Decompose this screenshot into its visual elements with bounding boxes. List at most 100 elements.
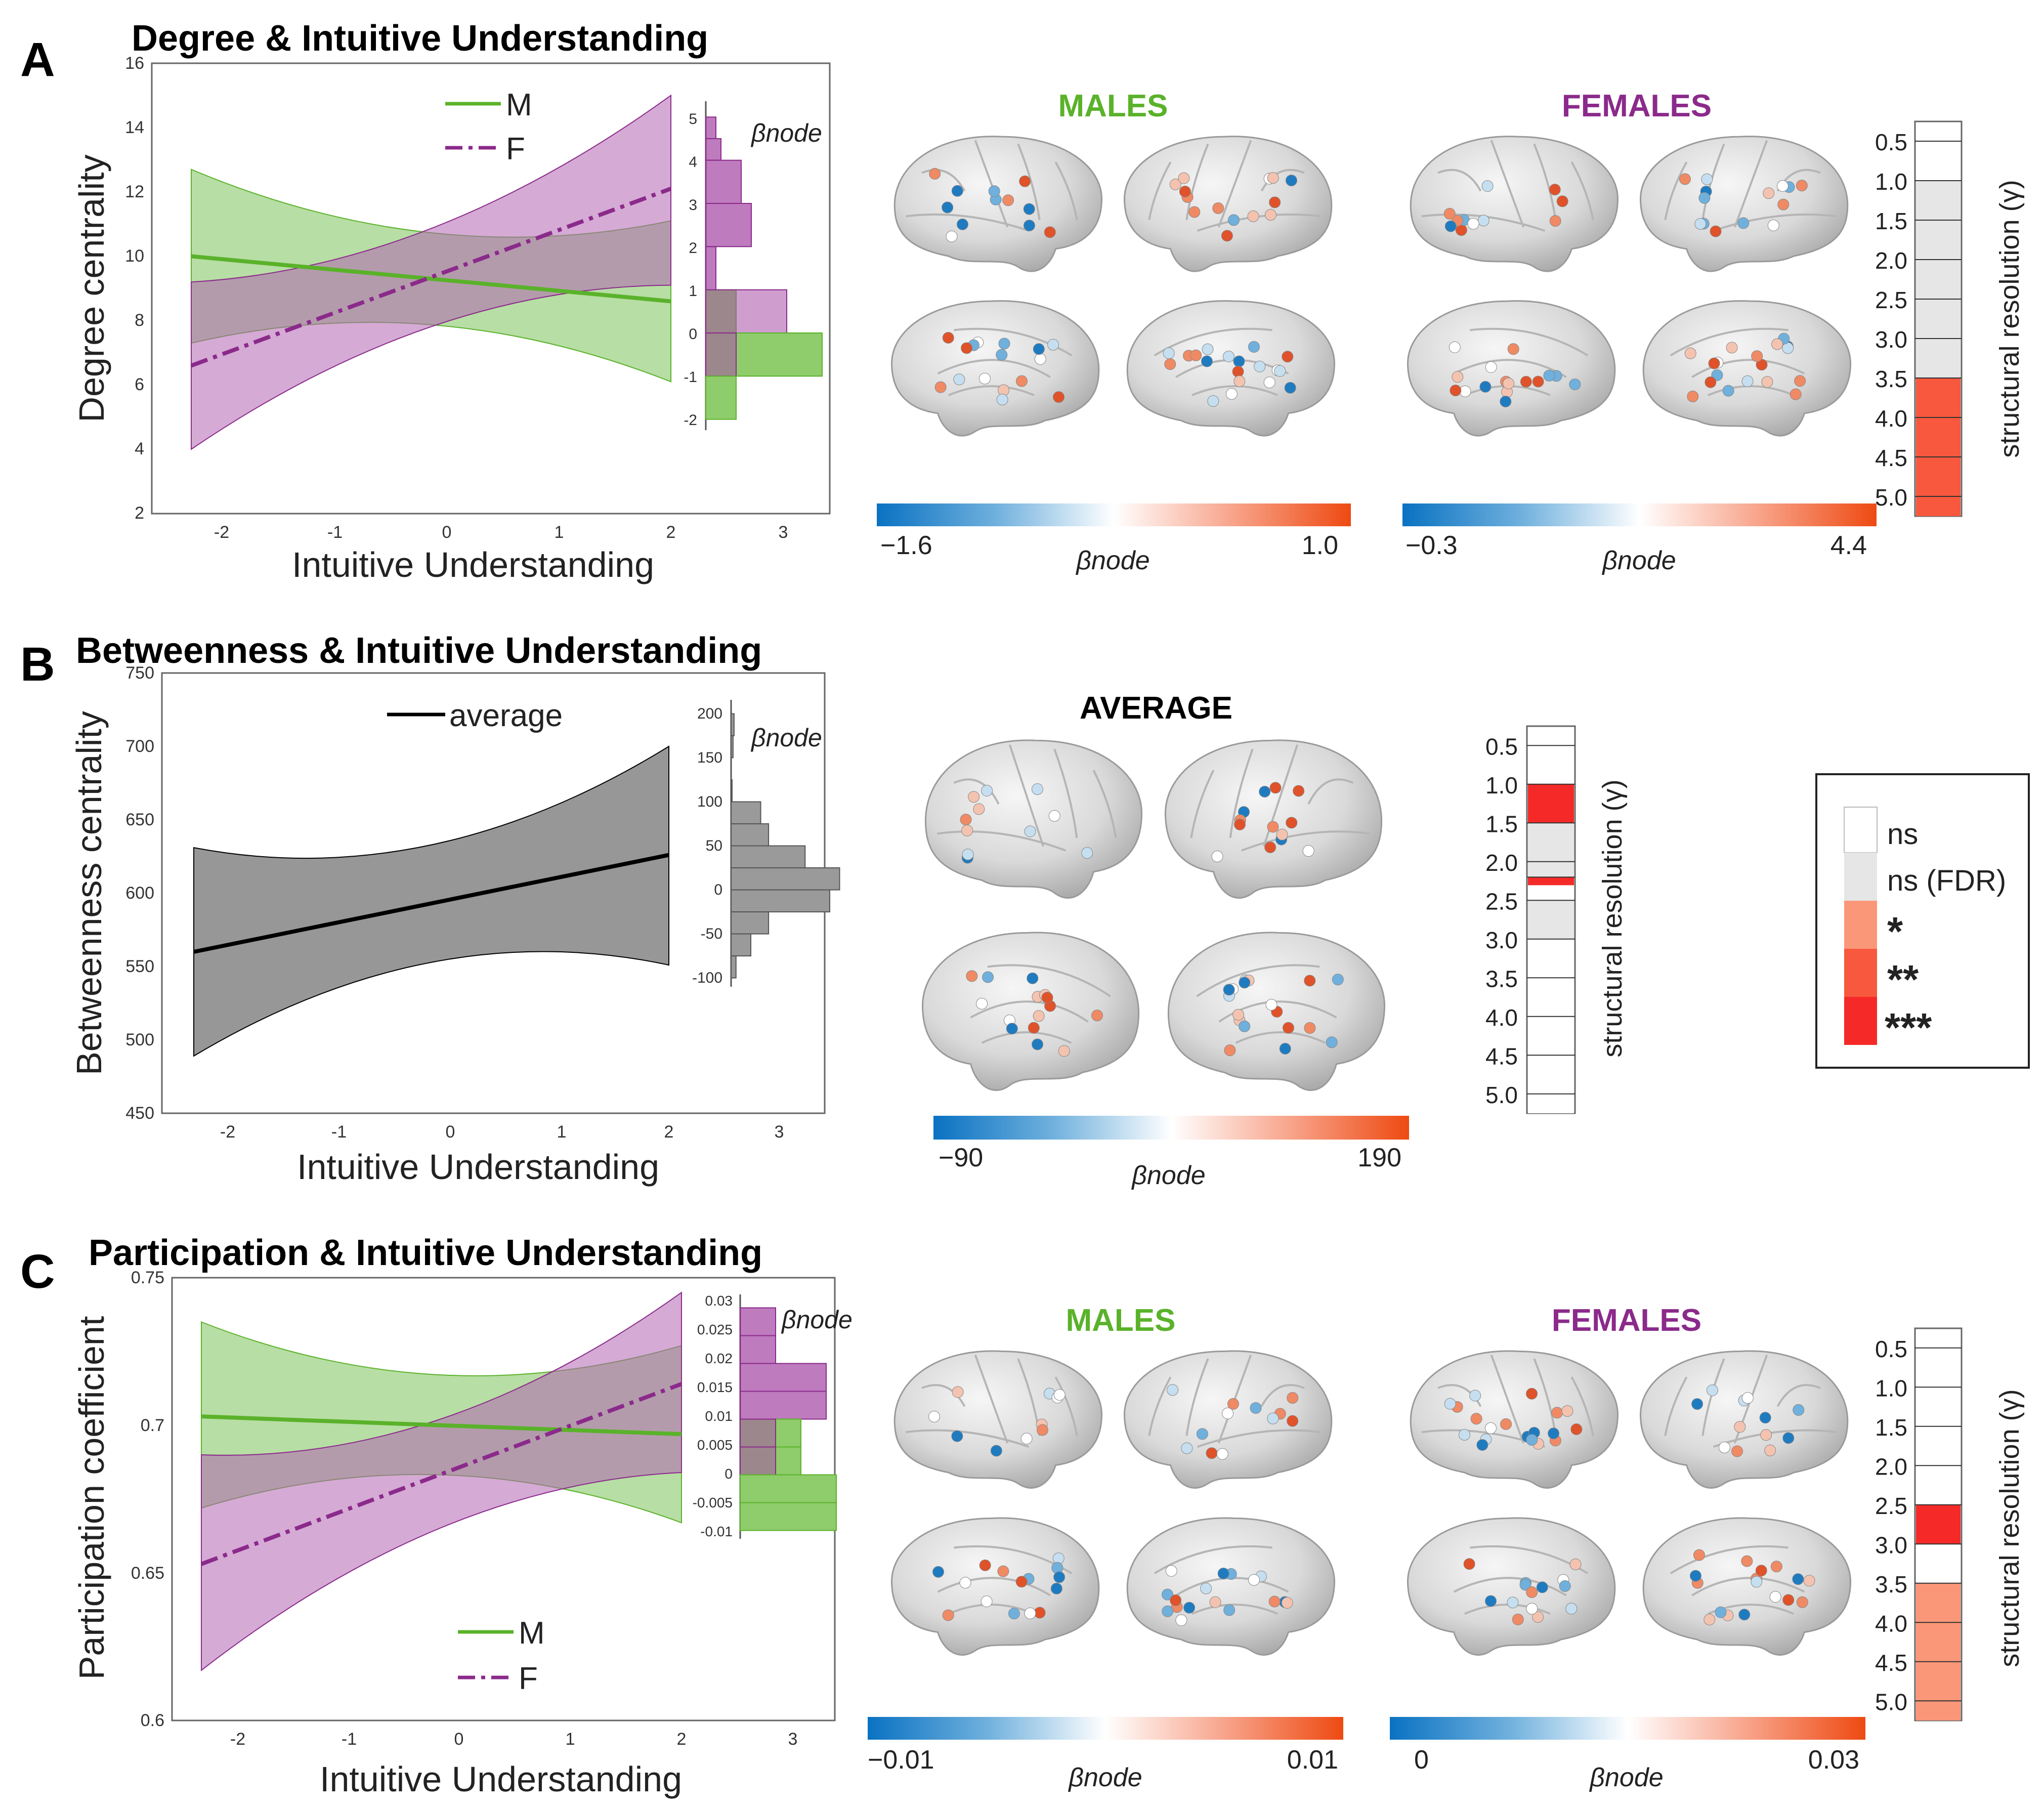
brain-node <box>1561 1405 1573 1417</box>
resolution-cell <box>1916 1701 1961 1720</box>
brain-node <box>1536 1581 1548 1593</box>
brain-node <box>968 791 980 803</box>
brain-node <box>1027 972 1039 984</box>
brain-node <box>1175 1614 1187 1626</box>
ci-band-average <box>193 745 669 1057</box>
resolution-cell <box>1528 978 1574 1017</box>
y-tick-label: 0.65 <box>131 1564 164 1583</box>
brain-map-average: AVERAGE −90 190 βnode <box>922 691 1409 1190</box>
brain-node <box>1268 1595 1281 1608</box>
sulcus <box>1490 140 1525 228</box>
brain-node <box>1734 1421 1746 1433</box>
sulcus <box>1241 830 1370 852</box>
sulcus <box>1185 143 1209 220</box>
brain-node <box>1532 1611 1544 1623</box>
regression-line-f <box>200 1382 683 1566</box>
resolution-tick-label: 2.5 <box>1875 1493 1907 1519</box>
brain-surface <box>1126 1517 1335 1656</box>
brain-node <box>1028 1022 1040 1034</box>
panel-title: Betweenness & Intuitive Understanding <box>76 631 762 671</box>
hist-bar-male <box>740 1474 837 1503</box>
colorbar-max: 190 <box>1357 1143 1401 1172</box>
brain-node <box>1693 1549 1705 1561</box>
brain-node <box>1233 818 1246 830</box>
brain-node <box>942 1609 954 1621</box>
sulcus <box>953 778 1000 805</box>
brain-node <box>1782 1432 1795 1444</box>
brain-medial-view <box>1167 932 1385 1091</box>
brain-node <box>1287 1415 1299 1427</box>
sulcus <box>1053 748 1078 838</box>
brain-node <box>1207 395 1219 407</box>
brain-node <box>1738 1609 1751 1621</box>
sulcus <box>1307 778 1354 805</box>
x-tick-label: 1 <box>557 1122 567 1142</box>
y-tick-label: 12 <box>125 182 144 201</box>
colorbar <box>868 1717 1343 1740</box>
panel-letter: C <box>20 1245 55 1298</box>
brain-surface <box>922 932 1140 1091</box>
y-tick-labels: 2 4 6 8 10 12 14 16 <box>125 54 144 523</box>
hist-bar-female <box>705 332 737 377</box>
x-tick-label: -1 <box>331 1122 347 1142</box>
sulcus <box>905 213 1030 232</box>
resolution-tick-label: 5.0 <box>1875 484 1907 511</box>
brain-node <box>934 381 947 393</box>
brain-node <box>1507 1596 1519 1609</box>
brain-node <box>1782 1594 1795 1606</box>
brain-node <box>1293 785 1305 797</box>
brain-node <box>1698 192 1711 204</box>
brain-node <box>1796 1596 1808 1608</box>
sig-label: ns <box>1887 818 1918 851</box>
brain-node <box>1543 369 1555 382</box>
y-tick-labels: 0.6 0.65 0.7 0.75 <box>131 1268 164 1730</box>
brain-node <box>1684 347 1696 359</box>
brain-node <box>1015 1576 1028 1588</box>
brain-node <box>1225 388 1238 400</box>
brain-node <box>988 185 1000 197</box>
resolution-tick-label: 4.0 <box>1875 1610 1907 1636</box>
brain-node <box>961 824 973 836</box>
brain-node <box>1503 377 1515 390</box>
brain-node <box>952 1386 964 1398</box>
brain-node <box>1776 180 1788 192</box>
resolution-cell <box>1528 784 1574 823</box>
brain-node <box>1002 194 1014 206</box>
sulcus <box>1197 213 1321 232</box>
y-tick-label: 700 <box>125 737 154 756</box>
colorbar-max: 0.03 <box>1808 1745 1859 1775</box>
sulcus <box>1570 1376 1594 1436</box>
brain-node <box>1048 810 1060 822</box>
brain-node <box>1212 202 1224 214</box>
brain-map-males: MALES −0.01 0.01 βnode <box>868 1303 1343 1792</box>
brain-node <box>1033 343 1045 355</box>
brain-node <box>1287 1392 1299 1404</box>
brain-node <box>1759 1412 1771 1424</box>
x-tick-label: 3 <box>775 1122 784 1142</box>
brain-node <box>942 331 954 344</box>
brain-node <box>1679 173 1691 185</box>
legend-label-average: average <box>449 698 563 733</box>
brain-lateral-view <box>1410 1350 1619 1489</box>
x-tick-label: 0 <box>454 1730 464 1749</box>
resolution-tick-label: 1.5 <box>1485 811 1518 837</box>
sulcus <box>1713 1429 1837 1448</box>
sulcus <box>1776 1384 1821 1407</box>
brain-node <box>1091 1010 1103 1022</box>
sulcus <box>1533 1358 1557 1436</box>
brain-node <box>1285 175 1297 187</box>
brain-node <box>1033 1010 1045 1022</box>
sulcus <box>921 169 966 192</box>
brain-node <box>1024 825 1036 837</box>
brain-node <box>1450 385 1462 397</box>
brain-node <box>1233 375 1246 387</box>
brain-node <box>1689 1570 1701 1582</box>
sig-swatch-2star <box>1844 949 1877 997</box>
hist-bar <box>731 713 735 736</box>
brain-node <box>962 848 974 860</box>
brain-node <box>1164 358 1176 370</box>
resolution-tick-label: 2.5 <box>1875 287 1907 313</box>
resolution-label: structural resolution (γ) <box>1994 1389 2025 1667</box>
brain-node <box>951 1430 963 1442</box>
hist-tick-label: 150 <box>697 749 722 766</box>
